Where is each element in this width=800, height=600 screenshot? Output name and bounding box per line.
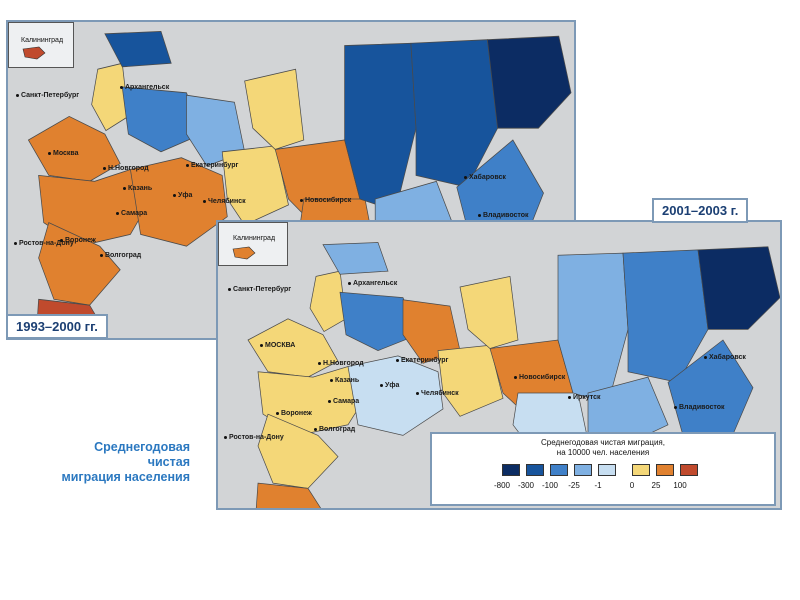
- legend-tick: 100: [673, 481, 687, 490]
- city-label: Новосибирск: [514, 374, 565, 381]
- city-label: Уфа: [380, 382, 399, 389]
- caption-line-2: чистая: [147, 455, 190, 469]
- legend-swatch: [502, 464, 520, 476]
- city-label: Санкт-Петербург: [16, 92, 79, 99]
- region-far-east: [667, 339, 754, 447]
- map-caption: Среднегодовая чистая миграция населения: [20, 440, 190, 485]
- legend-title: Среднегодовая чистая миграция, на 10000 …: [432, 438, 774, 458]
- region-west-north: [27, 115, 121, 182]
- city-label: Хабаровск: [704, 354, 746, 361]
- legend-swatch: [574, 464, 592, 476]
- region-ural: [437, 344, 504, 417]
- region-caucasus: [255, 482, 322, 508]
- legend-tick: -300: [517, 481, 535, 490]
- region-volga: [347, 355, 444, 436]
- legend-swatch: [632, 464, 650, 476]
- legend-swatch: [526, 464, 544, 476]
- region-arkhangelsk: [121, 86, 203, 153]
- region-karelia: [309, 270, 347, 333]
- legend-tick: -100: [541, 481, 559, 490]
- legend-swatch: [550, 464, 568, 476]
- city-label: Ростов-на-Дону: [14, 240, 74, 247]
- city-label: Екатеринбург: [396, 357, 448, 364]
- city-label: Архангельск: [348, 280, 397, 287]
- city-label: Челябинск: [203, 198, 246, 205]
- region-chukotka: [697, 246, 780, 330]
- region-kola: [322, 242, 389, 275]
- city-label: Казань: [330, 377, 359, 384]
- city-label: Челябинск: [416, 390, 459, 397]
- city-label: Казань: [123, 185, 152, 192]
- city-label: Хабаровск: [464, 174, 506, 181]
- city-label: Владивосток: [478, 212, 529, 219]
- city-label: Воронеж: [60, 237, 96, 244]
- region-yamal: [244, 68, 305, 150]
- kaliningrad-inset: Калининград: [218, 222, 288, 266]
- legend-title-line-1: Среднегодовая чистая миграция,: [541, 438, 665, 447]
- legend-swatch: [598, 464, 616, 476]
- city-label: МОСКВА: [260, 342, 295, 349]
- region-yamal: [459, 275, 519, 349]
- city-label: Ростов-на-Дону: [224, 434, 284, 441]
- legend-swatch: [656, 464, 674, 476]
- city-label: Иркутск: [568, 394, 601, 401]
- city-label: Санкт-Петербург: [228, 286, 291, 293]
- city-label: Воронеж: [276, 410, 312, 417]
- caption-line-3: миграция населения: [61, 470, 190, 484]
- legend-tick: -1: [594, 481, 602, 490]
- legend-swatch: [680, 464, 698, 476]
- legend-tick: -800: [493, 481, 511, 490]
- kaliningrad-label: Калининград: [233, 235, 276, 242]
- period-label-early: 1993–2000 гг.: [6, 314, 108, 339]
- legend-tick: -25: [568, 481, 580, 490]
- city-label: Архангельск: [120, 84, 169, 91]
- kaliningrad-label: Калининград: [21, 37, 64, 44]
- region-volga: [129, 157, 228, 247]
- region-arkhangelsk: [339, 291, 419, 352]
- city-label: Волгоград: [100, 252, 141, 259]
- kaliningrad-inset: Калининград: [8, 22, 74, 68]
- region-ural: [221, 145, 289, 226]
- region-chukotka: [486, 35, 572, 129]
- city-label: Самара: [328, 398, 359, 405]
- city-label: Самара: [116, 210, 147, 217]
- legend-title-line-2: на 10000 чел. населения: [556, 448, 650, 457]
- city-label: Москва: [48, 150, 79, 157]
- city-label: Екатеринбург: [186, 162, 238, 169]
- city-label: Уфа: [173, 192, 192, 199]
- legend: Среднегодовая чистая миграция, на 10000 …: [430, 432, 776, 506]
- legend-tick: 0: [629, 481, 635, 490]
- city-label: Н.Новгород: [318, 360, 364, 367]
- region-karelia: [91, 62, 129, 132]
- caption-line-1: Среднегодовая: [94, 440, 190, 454]
- city-label: Н.Новгород: [103, 165, 149, 172]
- city-label: Новосибирск: [300, 197, 351, 204]
- region-kola: [104, 31, 172, 68]
- city-label: Владивосток: [674, 404, 725, 411]
- legend-tick: 25: [651, 481, 661, 490]
- city-label: Волгоград: [314, 426, 355, 433]
- period-label-late: 2001–2003 г.: [652, 198, 749, 223]
